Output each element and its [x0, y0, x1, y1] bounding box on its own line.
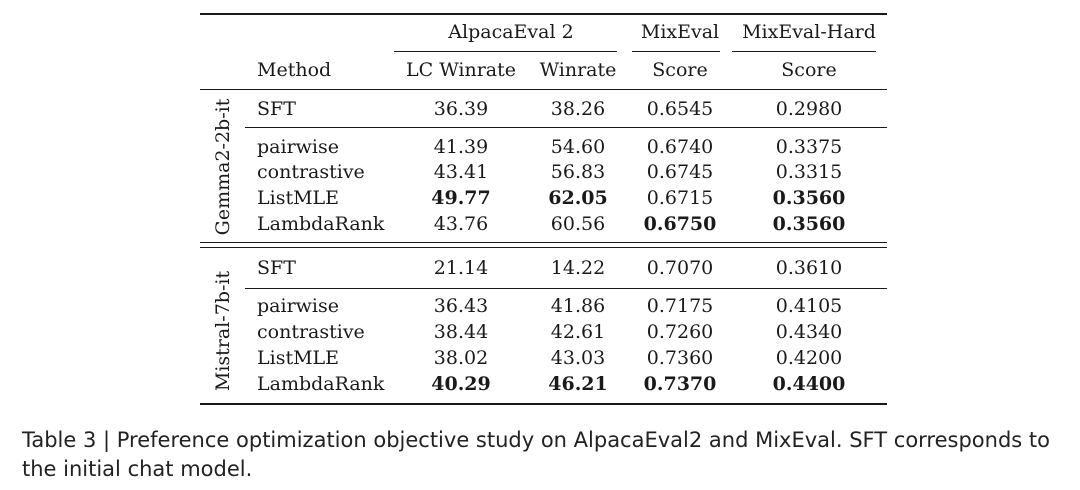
- method-cell: LambdaRank: [257, 213, 385, 235]
- value-cell: 0.4400: [772, 373, 846, 395]
- value-cell: 0.4340: [775, 321, 843, 343]
- mixeval-underline: [632, 51, 720, 52]
- column-header-method: Method: [257, 59, 332, 81]
- value-cell: 0.7175: [646, 295, 714, 317]
- mistral-sft-rule: [245, 288, 887, 289]
- value-cell: 49.77: [431, 187, 491, 209]
- value-cell: 0.7070: [646, 257, 714, 279]
- value-cell: 42.61: [550, 321, 606, 343]
- value-cell: 41.39: [433, 136, 489, 158]
- table-caption: Table 3 | Preference optimization object…: [22, 428, 1050, 481]
- header-rule: [200, 89, 887, 90]
- method-cell: contrastive: [257, 321, 365, 343]
- method-cell: pairwise: [257, 136, 339, 158]
- value-cell: 0.3375: [775, 136, 843, 158]
- group-header-mixeval-hard: MixEval-Hard: [742, 21, 876, 43]
- value-cell: 43.76: [433, 213, 489, 235]
- bottom-rule: [200, 403, 887, 405]
- method-cell: contrastive: [257, 161, 365, 183]
- value-cell: 60.56: [550, 213, 606, 235]
- alpacaeval-underline: [394, 51, 617, 52]
- value-cell: 46.21: [548, 373, 608, 395]
- column-header-winrate: Winrate: [539, 59, 617, 81]
- value-cell: 62.05: [548, 187, 608, 209]
- value-cell: 0.7260: [646, 321, 714, 343]
- value-cell: 43.41: [433, 161, 489, 183]
- value-cell: 36.39: [433, 98, 489, 120]
- value-cell: 38.02: [433, 347, 489, 369]
- value-cell: 38.44: [433, 321, 489, 343]
- value-cell: 0.3560: [772, 187, 846, 209]
- method-cell: ListMLE: [257, 187, 340, 209]
- value-cell: 38.26: [550, 98, 606, 120]
- value-cell: 0.6740: [646, 136, 714, 158]
- value-cell: 0.4105: [775, 295, 843, 317]
- group-header-mixeval: MixEval: [640, 21, 720, 43]
- value-cell: 0.7370: [643, 373, 717, 395]
- method-cell: SFT: [257, 257, 296, 279]
- value-cell: 54.60: [550, 136, 606, 158]
- group-label-mistral: Mistral-7b-it: [212, 270, 234, 392]
- group-header-alpacaeval: AlpacaEval 2: [448, 21, 574, 43]
- group-separator-top: [200, 242, 887, 243]
- group-separator-bottom: [200, 247, 887, 248]
- value-cell: 0.3610: [775, 257, 843, 279]
- value-cell: 21.14: [433, 257, 489, 279]
- top-rule: [200, 13, 887, 15]
- value-cell: 43.03: [550, 347, 606, 369]
- group-label-gemma: Gemma2-2b-it: [212, 98, 234, 236]
- value-cell: 56.83: [550, 161, 606, 183]
- column-header-lc-winrate: LC Winrate: [406, 59, 516, 81]
- method-cell: LambdaRank: [257, 373, 385, 395]
- column-header-mixeval-score: Score: [652, 59, 708, 81]
- method-cell: pairwise: [257, 295, 339, 317]
- value-cell: 0.7360: [646, 347, 714, 369]
- value-cell: 0.6545: [646, 98, 714, 120]
- value-cell: 14.22: [550, 257, 606, 279]
- value-cell: 0.3560: [772, 213, 846, 235]
- gemma-sft-rule: [245, 127, 887, 128]
- method-cell: SFT: [257, 98, 296, 120]
- mixeval-hard-underline: [732, 51, 876, 52]
- value-cell: 40.29: [431, 373, 491, 395]
- method-cell: ListMLE: [257, 347, 340, 369]
- value-cell: 0.2980: [775, 98, 843, 120]
- value-cell: 0.3315: [775, 161, 843, 183]
- value-cell: 0.6750: [643, 213, 717, 235]
- value-cell: 0.6745: [646, 161, 714, 183]
- value-cell: 41.86: [550, 295, 606, 317]
- value-cell: 0.4200: [775, 347, 843, 369]
- value-cell: 36.43: [433, 295, 489, 317]
- column-header-mixeval-hard-score: Score: [781, 59, 837, 81]
- value-cell: 0.6715: [646, 187, 714, 209]
